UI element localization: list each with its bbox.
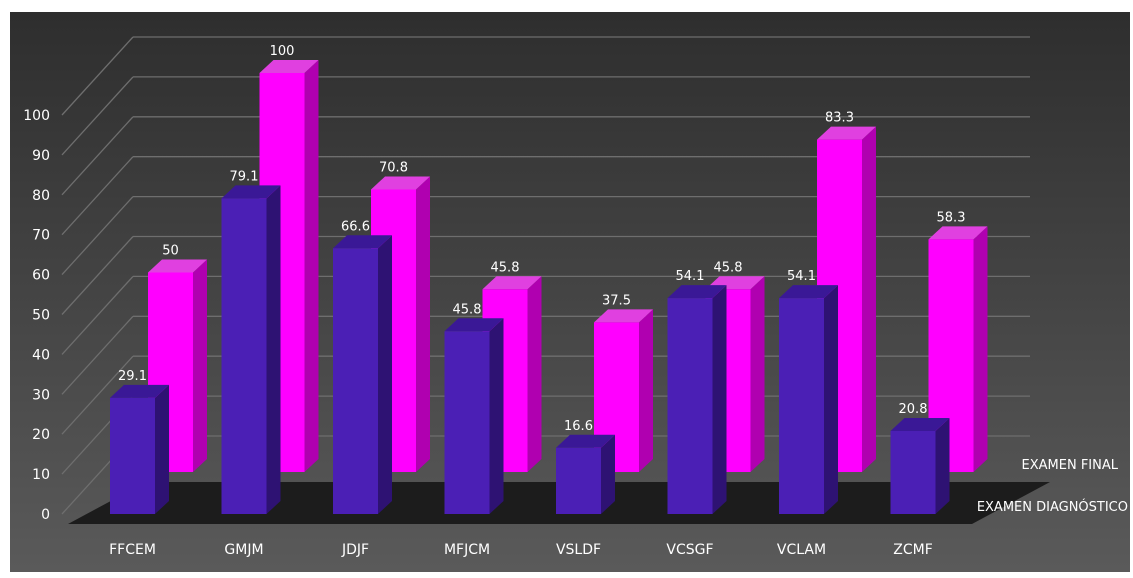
x-tick-label-mfjcm: MFJCM <box>444 542 490 558</box>
bar-examen-diagnostico-mfjcm-front <box>445 331 490 514</box>
bar-examen-diagnostico-gmjm-front <box>222 198 267 514</box>
bar-examen-diagnostico-ffcem-side <box>155 385 169 514</box>
bar-examen-diagnostico-vclam <box>779 285 838 514</box>
bar-examen-diagnostico-gmjm <box>222 185 281 514</box>
bar-examen-final-jdjf-side <box>416 177 430 472</box>
y-tick-label: 90 <box>32 148 50 164</box>
x-tick-label-vsldf: VSLDF <box>556 542 601 558</box>
data-label-examen-final-vcsgf: 45.8 <box>714 260 743 275</box>
x-tick-label-vcsgf: VCSGF <box>666 542 713 558</box>
data-label-examen-final-vclam: 83.3 <box>825 111 854 126</box>
y-tick-label: 60 <box>32 268 50 284</box>
data-label-examen-final-ffcem: 50 <box>162 244 179 259</box>
x-tick-label-jdjf: JDJF <box>341 542 369 558</box>
bar-examen-final-vclam-side <box>862 127 876 472</box>
bar-examen-final-ffcem-side <box>193 260 207 473</box>
data-label-examen-diagnostico-vcsgf: 54.1 <box>676 269 705 284</box>
data-label-examen-final-zcmf: 58.3 <box>937 210 966 225</box>
y-tick-label: 20 <box>32 427 50 443</box>
bar-examen-diagnostico-mfjcm-side <box>490 318 504 514</box>
bar-examen-diagnostico-vcsgf <box>668 285 727 514</box>
bar-examen-diagnostico-vsldf <box>556 435 615 514</box>
data-label-examen-diagnostico-zcmf: 20.8 <box>899 402 928 417</box>
bar-examen-diagnostico-mfjcm <box>445 318 504 514</box>
data-label-examen-final-jdjf: 70.8 <box>379 161 408 176</box>
data-label-examen-diagnostico-vsldf: 16.6 <box>564 419 593 434</box>
bar-examen-final-gmjm-side <box>305 60 319 472</box>
bar-examen-diagnostico-gmjm-side <box>267 185 281 514</box>
bar-examen-diagnostico-jdjf-front <box>333 248 378 514</box>
y-tick-label: 30 <box>32 387 50 403</box>
bar-examen-diagnostico-vclam-side <box>824 285 838 514</box>
data-label-examen-diagnostico-vclam: 54.1 <box>787 269 816 284</box>
bar-examen-diagnostico-vcsgf-front <box>668 298 713 514</box>
bar-examen-diagnostico-jdjf <box>333 235 392 514</box>
y-tick-label: 50 <box>32 308 50 324</box>
bar-examen-diagnostico-vclam-front <box>779 298 824 514</box>
data-label-examen-diagnostico-ffcem: 29.1 <box>118 369 147 384</box>
bar-examen-final-vsldf-side <box>639 309 653 472</box>
bar-examen-diagnostico-vsldf-side <box>601 435 615 514</box>
x-tick-label-zcmf: ZCMF <box>893 542 933 558</box>
data-label-examen-final-vsldf: 37.5 <box>602 293 631 308</box>
y-tick-label: 100 <box>23 108 50 124</box>
data-label-examen-diagnostico-gmjm: 79.1 <box>230 169 259 184</box>
data-label-examen-final-mfjcm: 45.8 <box>491 260 520 275</box>
y-tick-label: 0 <box>41 507 50 523</box>
y-tick-label: 10 <box>32 467 50 483</box>
bar-examen-final-vcsgf-side <box>751 276 765 472</box>
data-label-examen-final-gmjm: 100 <box>270 44 295 59</box>
y-tick-label: 70 <box>32 228 50 244</box>
bar-examen-diagnostico-zcmf-side <box>936 418 950 514</box>
series-label-examen-diagnostico: EXAMEN DIAGNÓSTICO <box>977 499 1128 515</box>
data-label-examen-diagnostico-mfjcm: 45.8 <box>453 302 482 317</box>
bar-examen-diagnostico-jdjf-side <box>378 235 392 514</box>
bar-chart-3d: 0 10 20 30 40 50 60 70 80 90 100 50 29.1 FFCEM 100 79.1… <box>10 12 1130 572</box>
series-label-examen-final: EXAMEN FINAL <box>1022 458 1119 473</box>
bar-examen-diagnostico-ffcem <box>110 385 169 514</box>
bar-examen-diagnostico-ffcem-front <box>110 398 155 514</box>
bar-examen-final-mfjcm-side <box>528 276 542 472</box>
bar-examen-diagnostico-zcmf-front <box>891 431 936 514</box>
x-tick-label-ffcem: FFCEM <box>109 542 156 558</box>
bar-examen-diagnostico-vsldf-front <box>556 448 601 514</box>
bar-examen-final-zcmf-side <box>974 226 988 472</box>
bar-examen-diagnostico-vcsgf-side <box>713 285 727 514</box>
data-label-examen-diagnostico-jdjf: 66.6 <box>341 219 370 234</box>
y-tick-label: 80 <box>32 188 50 204</box>
x-tick-label-gmjm: GMJM <box>224 542 263 558</box>
bar-examen-diagnostico-zcmf <box>891 418 950 514</box>
y-tick-label: 40 <box>32 347 50 363</box>
chart-frame: 0 10 20 30 40 50 60 70 80 90 100 50 29.1 FFCEM 100 79.1… <box>10 12 1130 572</box>
x-tick-label-vclam: VCLAM <box>777 542 826 558</box>
